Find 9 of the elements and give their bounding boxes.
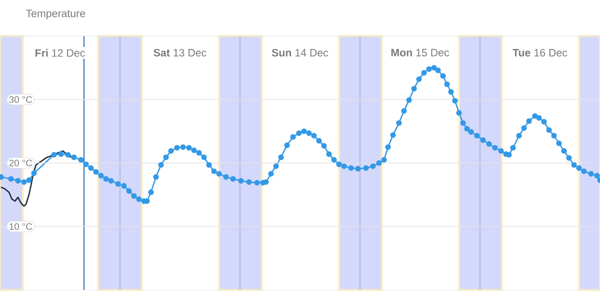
x-tick-label: Sat 13 Dec <box>154 48 206 56</box>
y-tick-label: 20 °C <box>9 160 32 166</box>
chart-title: Temperature <box>26 10 86 20</box>
y-tick-label: 30 °C <box>9 96 32 103</box>
x-tick-label: Mon 15 Dec <box>391 48 450 56</box>
x-tick-label: Tue 16 Dec <box>512 48 568 56</box>
x-tick-label: Sun 14 Dec <box>272 48 328 56</box>
x-tick-label: Fri 12 Dec <box>36 48 85 57</box>
y-tick-label: 10 °C <box>10 223 32 230</box>
